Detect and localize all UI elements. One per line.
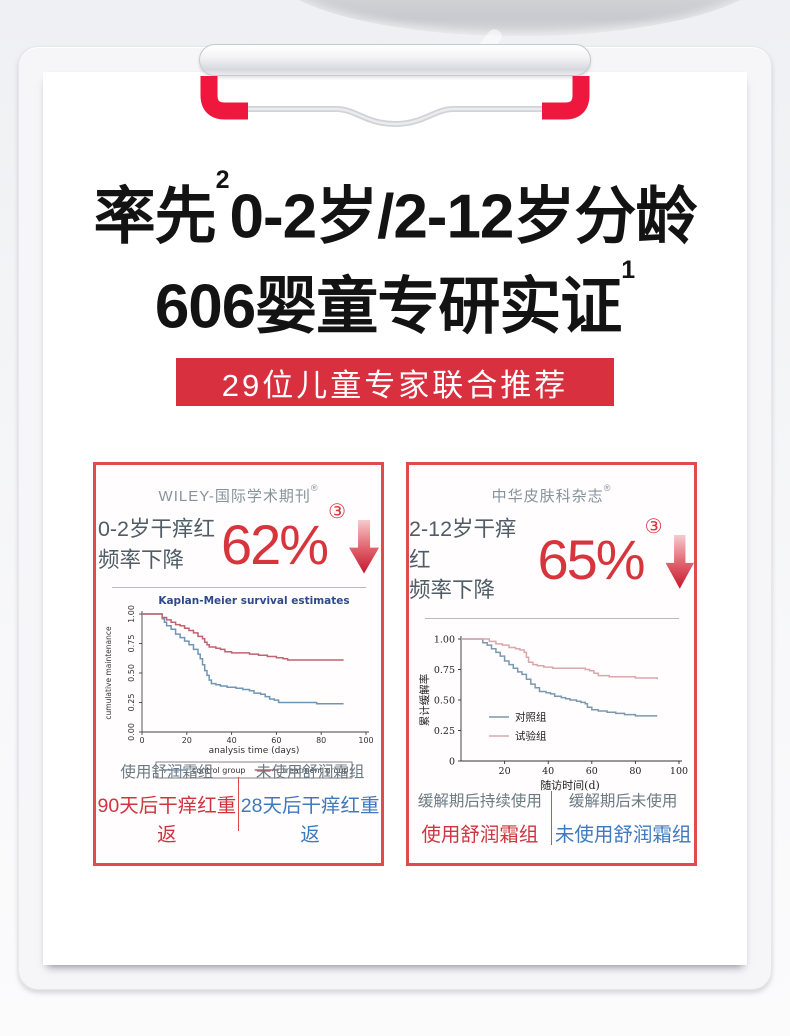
svg-text:80: 80	[629, 766, 641, 777]
clipboard-clip-wire	[200, 76, 590, 128]
journal-name: WILEY-国际学术期刊®	[96, 483, 381, 506]
svg-text:对照组: 对照组	[515, 710, 547, 723]
stat-row: 2-12岁干痒红 频率下降 65%③	[409, 514, 694, 606]
headline-line-2: 606婴童专研实证1	[43, 255, 747, 348]
group-label: 使用舒润霜组	[120, 764, 214, 781]
svg-text:0: 0	[139, 736, 144, 745]
down-arrow-icon	[349, 519, 380, 574]
evidence-panels: WILEY-国际学术期刊® 0-2岁干痒红 频率下降 62%③ 0 20 40 60 8…	[93, 462, 697, 866]
svg-text:Kaplan-Meier survival estimate: Kaplan-Meier survival estimates	[158, 595, 349, 607]
footnote-3: ③	[644, 516, 663, 539]
journal-text: 中华皮肤科杂志	[491, 488, 604, 505]
stat-row: 0-2岁干痒红 频率下降 62%③	[96, 502, 381, 575]
registered-mark: ®	[310, 483, 319, 493]
svg-text:0.25: 0.25	[433, 726, 454, 737]
stat-line-2: 频率下降	[97, 547, 184, 572]
svg-text:20: 20	[181, 736, 191, 745]
stat-value: 65%③	[538, 517, 663, 588]
stat-line-2: 频率下降	[409, 578, 496, 603]
stat-description: 2-12岁干痒红 频率下降	[409, 514, 532, 606]
percent-value: 62%	[221, 512, 329, 576]
result-label-blue: 未使用舒润霜组	[554, 824, 692, 846]
headline-prefix: 率先	[93, 182, 217, 252]
stat-line-1: 0-2岁干痒红	[97, 517, 216, 541]
svg-text:cumulative maintenance: cumulative maintenance	[104, 626, 113, 720]
svg-text:0.75: 0.75	[433, 665, 454, 676]
footer-divider	[237, 776, 240, 831]
footer-divider	[550, 791, 553, 845]
journal-name: 中华皮肤科杂志®	[409, 483, 694, 506]
footer-col-right: 未使用舒润霜组 28天后干痒红重返	[239, 760, 381, 847]
stat-line-1: 2-12岁干痒红	[409, 517, 517, 572]
panel-chinese-journal: 中华皮肤科杂志® 2-12岁干痒红 频率下降 65%③ 20 40 60 80 100 0…	[406, 462, 697, 866]
expert-banner: 29位儿童专家联合推荐	[176, 358, 614, 406]
stat-description: 0-2岁干痒红 频率下降	[98, 514, 215, 575]
headline: 率先20-2岁/2-12岁分龄 606婴童专研实证1	[43, 166, 747, 348]
svg-text:80: 80	[316, 736, 326, 745]
result-label-blue: 28天后干痒红重返	[240, 795, 380, 846]
svg-text:100: 100	[669, 766, 687, 777]
svg-text:累计缓解率: 累计缓解率	[418, 673, 431, 726]
clipboard-clip-bar	[199, 44, 591, 76]
svg-text:60: 60	[271, 736, 281, 745]
headline-proof: 606婴童专研实证	[154, 272, 622, 342]
svg-text:0.75: 0.75	[127, 635, 136, 653]
footer-col-left: 使用舒润霜组 90天后干痒红重返	[96, 760, 238, 847]
svg-text:40: 40	[542, 766, 554, 777]
kaplan-meier-chart: 0 20 40 60 80 100 0.00 0.25 0.50 0.75 1.00 Kaplan-M…	[104, 595, 373, 779]
svg-text:100: 100	[358, 736, 373, 745]
svg-text:20: 20	[498, 766, 510, 777]
svg-text:40: 40	[226, 736, 236, 745]
footer-col-right: 缓解期后未使用 未使用舒润霜组	[552, 789, 694, 847]
remission-rate-chart: 20 40 60 80 100 0 0.25 0.50 0.75 1.00 随访时间(d) 累计缓解率…	[418, 634, 688, 792]
svg-text:treatment group: treatment group	[282, 766, 348, 775]
headline-footnote-2: 2	[215, 166, 230, 194]
percent-value: 65%	[537, 527, 646, 591]
svg-text:试验组: 试验组	[515, 729, 547, 742]
svg-text:0.25: 0.25	[127, 694, 136, 712]
divider-line	[424, 617, 679, 619]
headline-footnote-1: 1	[621, 255, 636, 284]
result-label-red: 90天后干痒红重返	[97, 795, 237, 846]
journal-text: WILEY-国际学术期刊	[158, 488, 311, 505]
svg-text:60: 60	[585, 766, 597, 777]
divider-line	[111, 587, 366, 589]
group-label: 缓解期后持续使用	[417, 793, 542, 810]
panel-footer: 缓解期后持续使用 使用舒润霜组 缓解期后未使用 未使用舒润霜组	[409, 789, 694, 847]
stat-value: 62%③	[221, 502, 346, 573]
panel-wiley: WILEY-国际学术期刊® 0-2岁干痒红 频率下降 62%③ 0 20 40 60 8…	[93, 462, 384, 866]
headline-ages: 0-2岁/2-12岁分龄	[229, 182, 697, 252]
svg-text:0.50: 0.50	[433, 695, 454, 706]
svg-text:control group: control group	[192, 766, 246, 775]
result-label-red: 使用舒润霜组	[421, 824, 539, 846]
group-label: 未使用舒润霜组	[255, 764, 365, 781]
svg-text:随访时间(d): 随访时间(d)	[540, 778, 600, 792]
registered-mark: ®	[603, 483, 612, 493]
footnote-3: ③	[328, 500, 347, 523]
svg-text:1.00: 1.00	[433, 634, 454, 645]
down-arrow-icon	[665, 534, 694, 589]
svg-text:analysis time (days): analysis time (days)	[208, 746, 299, 756]
svg-text:0.00: 0.00	[127, 723, 136, 741]
footer-col-left: 缓解期后持续使用 使用舒润霜组	[409, 789, 551, 847]
panel-footer: 使用舒润霜组 90天后干痒红重返 未使用舒润霜组 28天后干痒红重返	[96, 760, 381, 847]
headline-line-1: 率先20-2岁/2-12岁分龄	[43, 166, 747, 258]
svg-text:1.00: 1.00	[127, 605, 136, 623]
svg-text:0.50: 0.50	[127, 664, 136, 682]
group-label: 缓解期后未使用	[568, 793, 678, 810]
svg-text:0: 0	[448, 756, 454, 767]
